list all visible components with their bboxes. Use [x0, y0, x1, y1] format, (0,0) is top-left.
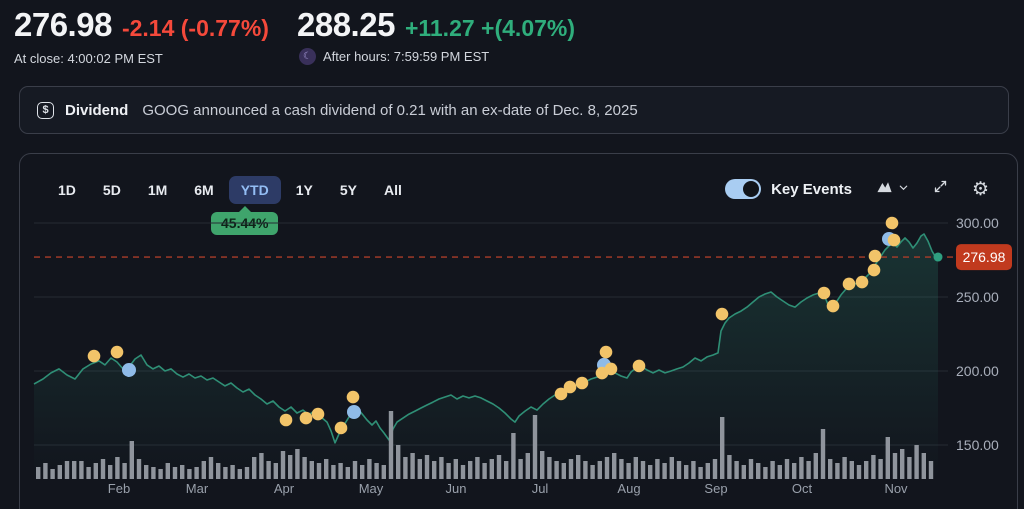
- chart-controls: Key Events ⚙: [725, 178, 989, 200]
- chevron-down-icon: [898, 180, 909, 198]
- svg-text:Nov: Nov: [884, 481, 908, 496]
- svg-text:Mar: Mar: [186, 481, 209, 496]
- range-tabs: 1D 5D 1M 6M YTD 1Y 5Y All: [46, 176, 414, 204]
- svg-text:Aug: Aug: [617, 481, 640, 496]
- svg-text:Apr: Apr: [274, 481, 295, 496]
- after-hours-price: 288.25: [297, 6, 395, 43]
- current-price-flag: 276.98: [956, 244, 1012, 271]
- area-chart-icon: [876, 178, 893, 200]
- svg-text:Jul: Jul: [532, 481, 549, 496]
- range-tab-1m[interactable]: 1M: [147, 182, 168, 198]
- key-events-toggle[interactable]: [725, 179, 762, 199]
- toggle-knob: [743, 181, 760, 197]
- after-hours-quote: 288.25 +11.27 +(4.07%): [297, 6, 575, 44]
- key-events-control: Key Events: [725, 179, 852, 199]
- at-close-label: At close: 4:00:02 PM EST: [14, 51, 163, 66]
- key-event-markers: [87, 216, 901, 435]
- range-tab-5y[interactable]: 5Y: [339, 182, 357, 198]
- key-events-label: Key Events: [771, 180, 852, 198]
- fullscreen-button[interactable]: [933, 179, 948, 199]
- after-hours-row: ☾ After hours: 7:59:59 PM EST: [299, 48, 489, 65]
- range-tab-all[interactable]: All: [383, 182, 402, 198]
- moon-icon: ☾: [299, 48, 316, 65]
- dividend-banner[interactable]: $ Dividend GOOG announced a cash dividen…: [19, 86, 1009, 134]
- chart-type-button[interactable]: [876, 178, 909, 200]
- expand-icon: [933, 179, 948, 199]
- volume-bars: [36, 411, 934, 479]
- svg-text:May: May: [359, 481, 384, 496]
- dividend-dollar-icon: $: [37, 101, 54, 119]
- dividend-text: GOOG announced a cash dividend of 0.21 w…: [142, 101, 638, 119]
- settings-button[interactable]: ⚙: [972, 180, 989, 199]
- range-tab-5d[interactable]: 5D: [102, 182, 121, 198]
- price-area: [34, 234, 938, 479]
- price-chart[interactable]: 300.00 250.00 200.00 150.00 276.98 Feb Mar Apr M…: [20, 154, 1019, 509]
- range-tab-1d[interactable]: 1D: [58, 182, 76, 198]
- last-price-dot: [933, 252, 943, 262]
- svg-text:300.00: 300.00: [956, 215, 999, 231]
- month-axis-labels: Feb Mar Apr May Jun Jul Aug Sep Oct Nov: [108, 481, 908, 496]
- dividend-title: Dividend: [65, 101, 129, 119]
- range-tab-1y[interactable]: 1Y: [295, 182, 313, 198]
- svg-text:Jun: Jun: [446, 481, 467, 496]
- after-hours-label: After hours: 7:59:59 PM EST: [323, 49, 490, 64]
- svg-text:250.00: 250.00: [956, 289, 999, 305]
- svg-text:276.98: 276.98: [963, 249, 1006, 265]
- svg-text:Oct: Oct: [792, 481, 813, 496]
- svg-text:Feb: Feb: [108, 481, 130, 496]
- svg-text:150.00: 150.00: [956, 437, 999, 453]
- gear-icon: ⚙: [971, 178, 989, 200]
- chart-panel: 1D 5D 1M 6M YTD 1Y 5Y All 45.44% Key Eve…: [19, 153, 1018, 509]
- regular-price: 276.98: [14, 6, 112, 43]
- regular-quote: 276.98 -2.14 (-0.77%): [14, 6, 269, 44]
- after-hours-change: +11.27 +(4.07%): [404, 15, 576, 41]
- range-tab-ytd[interactable]: YTD: [228, 176, 281, 204]
- svg-text:200.00: 200.00: [956, 363, 999, 379]
- range-tab-6m[interactable]: 6M: [194, 182, 214, 198]
- svg-text:Sep: Sep: [704, 481, 727, 496]
- regular-change: -2.14 (-0.77%): [121, 15, 269, 41]
